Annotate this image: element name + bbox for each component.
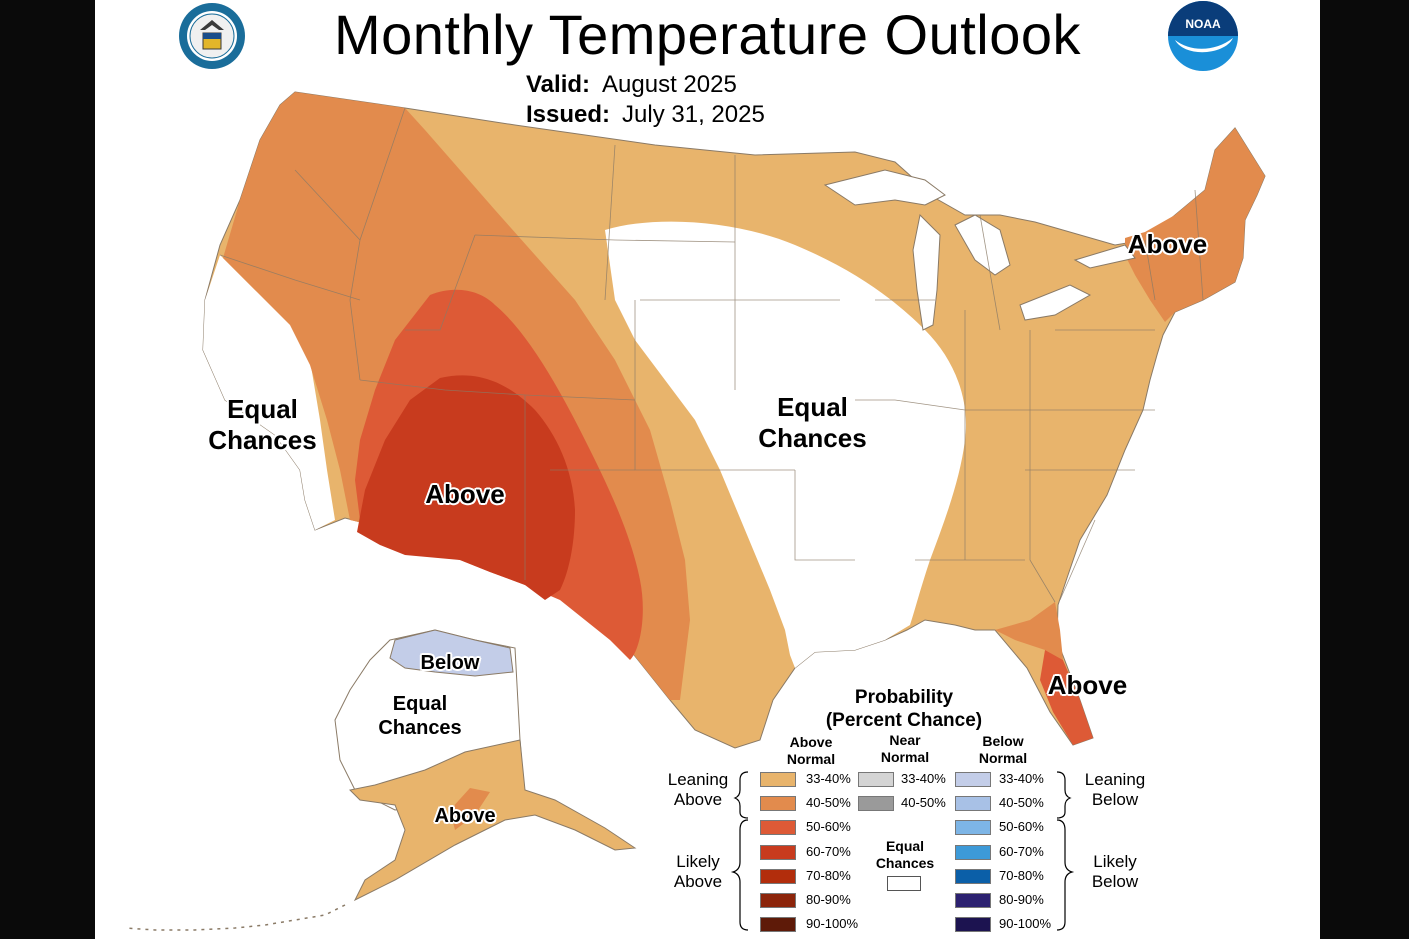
legend-below-swatch-6 [955, 917, 991, 933]
legend-near-swatch-1 [858, 796, 894, 812]
legend-above-swatch-5 [760, 893, 796, 908]
legend-above-label-1: 40-50% [806, 795, 851, 811]
legend-below-swatch-0 [955, 772, 991, 787]
great-lakes [823, 169, 1136, 331]
alaska-lean-above-area [348, 739, 637, 902]
legend-below-swatch-5 [955, 893, 991, 908]
legend-above-swatch-3 [760, 844, 796, 860]
legend-below-label-0: 33-40% [999, 771, 1044, 786]
florida-above-label: Above [1047, 670, 1128, 700]
legend-below-label-2: 50-60% [999, 819, 1044, 835]
central-ec-area [605, 221, 966, 668]
legend-above-label-6: 90-100% [806, 916, 859, 932]
legend-below-swatch-1 [955, 796, 991, 812]
page-title: Monthly Temperature Outlook [333, 3, 1082, 66]
valid-value: August 2025 [602, 71, 737, 98]
alaska-aleutians [124, 904, 346, 931]
legend-above-swatch-2 [760, 820, 796, 836]
legend-above-header: Above Normal [786, 734, 836, 767]
legend-above-label-0: 33-40% [806, 771, 851, 786]
legend-below-label-4: 70-80% [999, 867, 1044, 883]
noaa-logo: NOAA [1168, 1, 1238, 71]
legend-near-swatch-0 [858, 772, 894, 787]
legend-near-label-0: 33-40% [901, 771, 946, 786]
legend-below-header: Below Normal [978, 733, 1028, 766]
northeast-above-label: Above [1127, 229, 1208, 259]
commerce-seal-logo [179, 3, 245, 69]
legend-above-label-3: 60-70% [806, 843, 851, 859]
legend-equal-chances-label: Equal Chances [875, 838, 935, 871]
alaska-above-40-50-area [450, 788, 490, 830]
legend-near-header: Near Normal [880, 732, 930, 765]
west-ec-label: Equal Chances [208, 394, 317, 456]
state-boundaries [219, 107, 1204, 603]
map-frame: NOAA Monthly Temperature Outlook Valid: A… [95, 0, 1320, 939]
alaska-ec-label: Equal Chances [378, 693, 462, 739]
alaska-below-area [389, 629, 514, 677]
fl-above-40-50-area [995, 602, 1063, 660]
legend-title: Probability (Percent Chance) [825, 687, 983, 731]
legend-likely-below: Likely Below [1091, 852, 1139, 891]
legend-above-swatch-4 [760, 868, 796, 884]
legend-below-swatch-2 [955, 820, 991, 836]
valid-line: Valid: August 2025 [526, 71, 737, 99]
legend-braces [730, 771, 1075, 931]
legend-below-label-6: 90-100% [999, 916, 1052, 932]
legend-above-label-5: 80-90% [806, 892, 851, 907]
legend-above-swatch-1 [760, 796, 796, 812]
legend-above-swatch-6 [760, 917, 796, 933]
legend-below-label-1: 40-50% [999, 795, 1044, 811]
legend-below-swatch-3 [955, 844, 991, 860]
outlook-map: NOAA [124, 1, 1266, 931]
southwest-above-label: Above [425, 479, 505, 509]
alaska-below-label: Below [420, 652, 480, 674]
legend-leaning-above: Leaning Above [667, 770, 729, 809]
ne-above-40-50-area [1125, 128, 1265, 322]
issued-label: Issued: [526, 101, 611, 128]
legend-near-label-1: 40-50% [901, 795, 946, 811]
legend-below-swatch-4 [955, 868, 991, 884]
central-ec-label: Equal Chances [758, 392, 867, 454]
noaa-logo-text: NOAA [1185, 17, 1221, 31]
legend-above-label-4: 70-80% [806, 867, 851, 883]
legend-above-swatch-0 [760, 772, 796, 787]
fl-above-50-60-area [1040, 650, 1093, 745]
legend-equal-chances-swatch [887, 876, 921, 891]
issued-line: Issued: July 31, 2025 [526, 101, 765, 129]
legend-above-label-2: 50-60% [806, 819, 851, 835]
west-ec-area [203, 255, 335, 530]
valid-label: Valid: [526, 71, 591, 98]
sw-above-60-70-area [357, 375, 575, 600]
legend-below-label-5: 80-90% [999, 892, 1044, 907]
legend-leaning-below: Leaning Below [1084, 770, 1146, 809]
alaska-above-label: Above [434, 805, 496, 827]
issued-value: July 31, 2025 [622, 101, 765, 128]
legend-below-label-3: 60-70% [999, 843, 1044, 859]
legend-likely-above: Likely Above [673, 852, 723, 891]
